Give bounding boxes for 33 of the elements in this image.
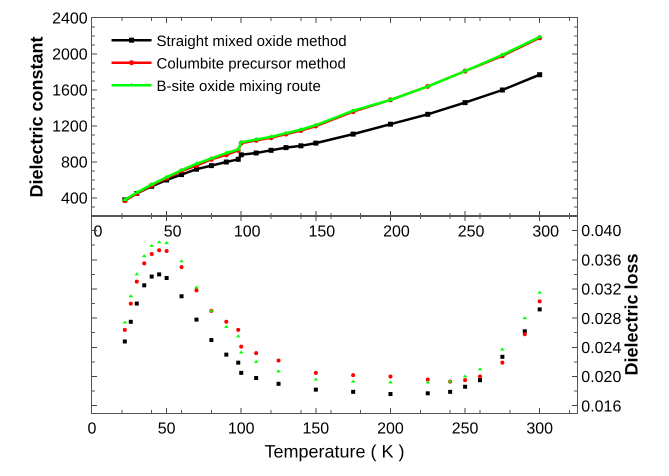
x-tick-label: 250 <box>458 223 485 240</box>
y2-tick-label: 0.028 <box>581 310 622 328</box>
x-tick-label: 0 <box>88 420 97 438</box>
y-tick-label: 2400 <box>52 10 88 28</box>
y-tick-label: 1200 <box>52 118 88 136</box>
y2-tick-label: 0.036 <box>581 252 622 270</box>
y2-tick-label: 0.020 <box>581 369 622 386</box>
x-tick-label: 300 <box>532 223 560 240</box>
x-tick-label: 200 <box>377 420 404 438</box>
y-tick-label: 1600 <box>52 82 88 100</box>
y-tick-label: 2000 <box>52 46 88 64</box>
y-tick-label: 400 <box>60 190 88 208</box>
x-tick-label: 300 <box>526 420 554 438</box>
legend-label: B-site oxide mixing route <box>156 78 321 96</box>
x-tick-label: 50 <box>164 223 182 240</box>
y-axis-title: Dielectric constant <box>26 36 46 198</box>
legend-label: Columbite precursor method <box>156 56 346 73</box>
x-tick-label: 250 <box>452 420 479 438</box>
x-tick-label: 0 <box>94 223 103 240</box>
x-tick-label: 200 <box>383 223 410 240</box>
x-tick-label: 150 <box>308 223 336 240</box>
x-axis-title: Temperature ( K ) <box>264 441 405 462</box>
y2-tick-label: 0.016 <box>581 398 622 416</box>
y2-tick-label: 0.032 <box>581 282 622 299</box>
y2-axis-title: Dielectric loss <box>622 253 642 376</box>
y-tick-label: 800 <box>60 154 88 172</box>
x-tick-label: 50 <box>158 420 176 438</box>
y2-tick-label: 0.040 <box>581 223 622 240</box>
x-tick-label: 100 <box>228 420 255 438</box>
x-tick-label: 100 <box>234 223 261 240</box>
y2-tick-label: 0.024 <box>581 340 622 357</box>
legend-label: Straight mixed oxide method <box>156 33 347 50</box>
x-tick-label: 150 <box>302 420 330 438</box>
